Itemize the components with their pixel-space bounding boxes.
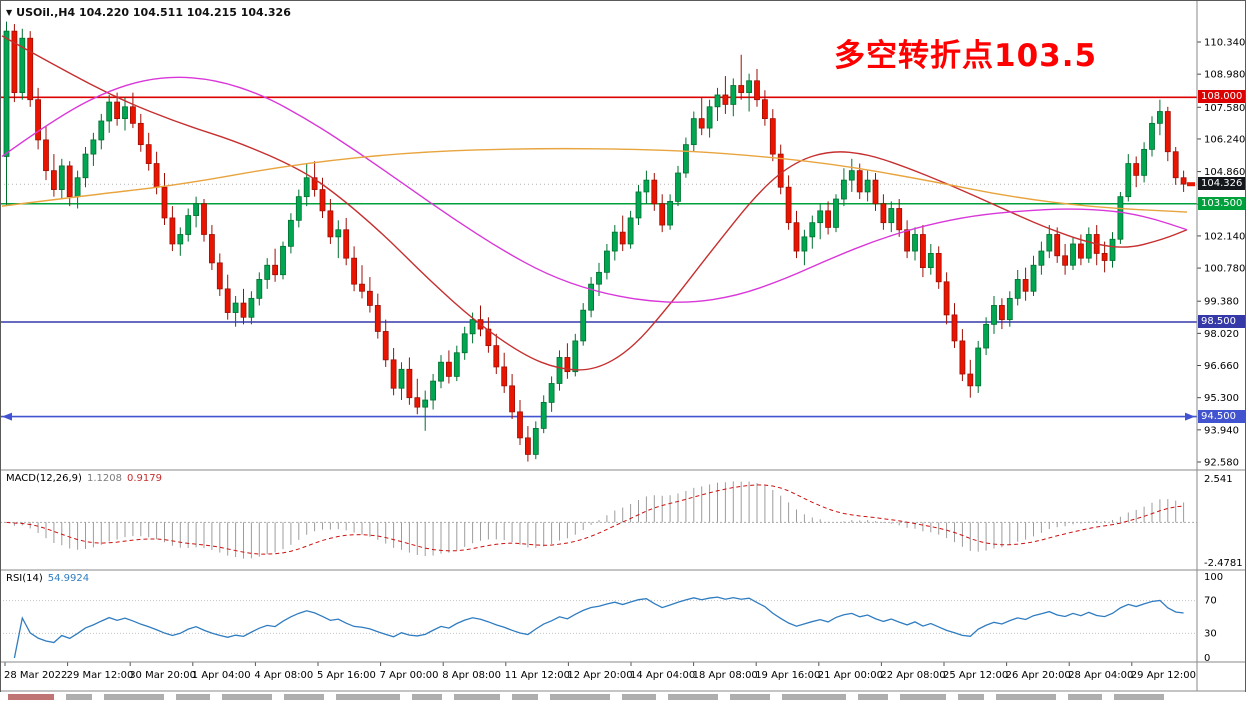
collapse-triangle-icon[interactable]: ▼ xyxy=(6,8,13,17)
svg-text:1 Apr 04:00: 1 Apr 04:00 xyxy=(192,670,251,681)
svg-text:104.860: 104.860 xyxy=(1204,167,1245,178)
svg-text:29 Mar 12:00: 29 Mar 12:00 xyxy=(67,670,134,681)
clipped-text-block xyxy=(858,694,888,700)
clipped-text-block xyxy=(8,694,54,700)
clipped-text-block xyxy=(550,694,610,700)
svg-text:106.240: 106.240 xyxy=(1204,134,1245,145)
svg-text:8 Apr 08:00: 8 Apr 08:00 xyxy=(442,670,501,681)
clipped-text-block xyxy=(958,694,984,700)
ma-long-orange xyxy=(1,147,1188,213)
rsi-scale-label: 30 xyxy=(1204,628,1217,639)
svg-text:21 Apr 00:00: 21 Apr 00:00 xyxy=(818,670,883,681)
clipped-text-block xyxy=(336,694,400,700)
macd-value-main: 1.1208 xyxy=(86,473,122,484)
svg-text:7 Apr 00:00: 7 Apr 00:00 xyxy=(380,670,439,681)
clipped-text-block xyxy=(222,694,272,700)
rsi-value: 54.9924 xyxy=(47,573,90,584)
svg-text:99.380: 99.380 xyxy=(1204,297,1239,308)
svg-text:28 Apr 04:00: 28 Apr 04:00 xyxy=(1068,670,1133,681)
rsi-label: RSI(14) 54.9924 xyxy=(6,573,89,584)
svg-text:107.580: 107.580 xyxy=(1204,103,1245,114)
macd-scale-top: 2.541 xyxy=(1204,474,1233,485)
svg-text:11 Apr 12:00: 11 Apr 12:00 xyxy=(505,670,570,681)
bottom-clipped-strip xyxy=(0,692,1246,701)
line-left-arrow-icon xyxy=(2,412,12,421)
svg-text:110.340: 110.340 xyxy=(1204,38,1245,49)
macd-signal-line xyxy=(6,484,1184,555)
price-scale[interactable]: 110.340 108.980 107.580 106.240 104.860 103.4… xyxy=(1197,38,1245,665)
svg-text:103.480: 103.480 xyxy=(1204,200,1245,211)
clipped-text-block xyxy=(900,694,946,700)
svg-text:28 Mar 2022: 28 Mar 2022 xyxy=(4,670,67,681)
rsi-line xyxy=(13,596,1184,659)
macd-value-signal: 0.9179 xyxy=(126,473,162,484)
macd-scale-bottom: -2.4781 xyxy=(1204,558,1243,569)
clipped-text-block xyxy=(1068,694,1102,700)
clipped-text-block xyxy=(996,694,1056,700)
svg-text:29 Apr 12:00: 29 Apr 12:00 xyxy=(1131,670,1196,681)
rsi-scale-label: 70 xyxy=(1204,596,1217,607)
svg-text:4 Apr 08:00: 4 Apr 08:00 xyxy=(254,670,313,681)
svg-text:96.660: 96.660 xyxy=(1204,361,1239,372)
svg-text:19 Apr 16:00: 19 Apr 16:00 xyxy=(755,670,820,681)
clipped-text-block xyxy=(66,694,92,700)
ohlc-text: USOil.,H4 104.220 104.511 104.215 104.32… xyxy=(16,6,291,19)
svg-text:102.140: 102.140 xyxy=(1204,231,1245,242)
current-price-marker xyxy=(1187,182,1195,187)
line-right-arrow-icon xyxy=(1185,412,1195,421)
svg-text:93.940: 93.940 xyxy=(1204,425,1239,436)
clipped-text-block xyxy=(1114,694,1164,700)
clipped-text-block xyxy=(622,694,656,700)
ma-slow-red xyxy=(1,35,1188,371)
rsi-scale-label: 0 xyxy=(1204,653,1210,664)
clipped-text-block xyxy=(668,694,718,700)
svg-text:22 Apr 08:00: 22 Apr 08:00 xyxy=(880,670,945,681)
rsi-panel xyxy=(0,596,1197,659)
svg-text:95.300: 95.300 xyxy=(1204,393,1239,404)
annotation-text[interactable]: 多空转折点103.5 xyxy=(834,38,1098,74)
svg-text:98.020: 98.020 xyxy=(1204,329,1239,340)
main-price-panel xyxy=(0,21,1197,462)
rsi-name: RSI(14) xyxy=(6,573,43,584)
macd-label: MACD(12,26,9) 1.1208 0.9179 xyxy=(6,473,162,484)
svg-text:12 Apr 20:00: 12 Apr 20:00 xyxy=(567,670,632,681)
macd-name: MACD(12,26,9) xyxy=(6,473,82,484)
svg-text:92.580: 92.580 xyxy=(1204,457,1239,468)
clipped-text-block xyxy=(782,694,846,700)
symbol-ohlc-label: ▼ USOil.,H4 104.220 104.511 104.215 104.3… xyxy=(6,6,291,19)
svg-text:26 Apr 20:00: 26 Apr 20:00 xyxy=(1006,670,1071,681)
svg-text:18 Apr 08:00: 18 Apr 08:00 xyxy=(693,670,758,681)
ma-medium-magenta xyxy=(1,76,1188,303)
clipped-text-block xyxy=(412,694,442,700)
svg-text:100.780: 100.780 xyxy=(1204,264,1245,275)
clipped-text-block xyxy=(730,694,770,700)
macd-panel xyxy=(0,481,1197,559)
candles-layer xyxy=(3,21,1187,462)
svg-text:5 Apr 16:00: 5 Apr 16:00 xyxy=(317,670,376,681)
svg-text:14 Apr 04:00: 14 Apr 04:00 xyxy=(630,670,695,681)
rsi-scale-label: 100 xyxy=(1204,572,1223,583)
clipped-text-block xyxy=(176,694,210,700)
clipped-text-block xyxy=(512,694,538,700)
svg-text:25 Apr 12:00: 25 Apr 12:00 xyxy=(943,670,1008,681)
clipped-text-block xyxy=(284,694,324,700)
clipped-text-block xyxy=(104,694,164,700)
clipped-text-block xyxy=(454,694,500,700)
svg-text:108.980: 108.980 xyxy=(1204,70,1245,81)
svg-text:30 Mar 20:00: 30 Mar 20:00 xyxy=(129,670,196,681)
